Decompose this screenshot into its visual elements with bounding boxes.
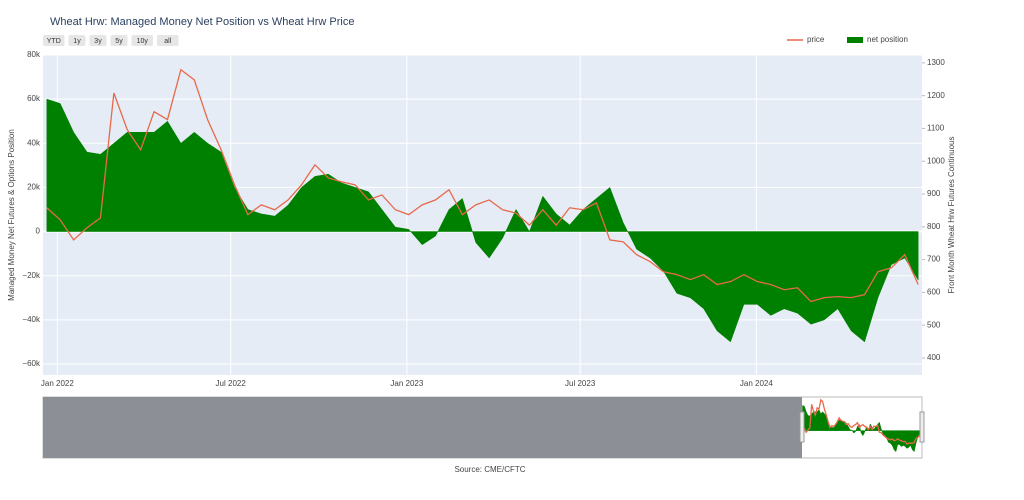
y2-tick-label: 700 <box>927 255 941 264</box>
y-tick-label: 80k <box>27 50 41 59</box>
chart-title: Wheat Hrw: Managed Money Net Position vs… <box>50 16 354 28</box>
slider-net-position-area <box>802 405 922 453</box>
y2-tick-label: 1300 <box>927 58 945 67</box>
button-bg[interactable] <box>89 35 107 46</box>
range-slider-mask <box>43 397 802 458</box>
range-button[interactable]: 1y <box>68 35 86 46</box>
source-note: Source: CME/CFTC <box>454 465 525 474</box>
range-button[interactable]: 5y <box>110 35 128 46</box>
x-tick-label: Jan 2022 <box>41 379 74 388</box>
range-button[interactable]: all <box>157 35 179 46</box>
button-label[interactable]: YTD <box>47 38 61 45</box>
y2-tick-label: 400 <box>927 353 941 362</box>
y2-tick-label: 900 <box>927 189 941 198</box>
button-bg[interactable] <box>131 35 154 46</box>
legend-swatch <box>847 37 863 43</box>
net-position-area <box>46 98 919 343</box>
y-tick-label: 40k <box>27 138 41 147</box>
legend-label: net position <box>867 35 908 44</box>
y2-axis-title: Front Month Wheat Hrw Futures Continuous <box>947 137 956 294</box>
range-button[interactable]: 10y <box>131 35 154 46</box>
legend-label: price <box>807 35 825 44</box>
y-tick-label: −60k <box>22 359 41 368</box>
x-tick-label: Jan 2024 <box>740 379 773 388</box>
button-bg[interactable] <box>157 35 179 46</box>
range-button[interactable]: 3y <box>89 35 107 46</box>
x-tick-label: Jan 2023 <box>390 379 423 388</box>
range-button[interactable]: YTD <box>43 35 65 46</box>
x-tick-label: Jul 2022 <box>216 379 247 388</box>
button-label[interactable]: all <box>164 38 171 45</box>
button-bg[interactable] <box>43 35 65 46</box>
y-tick-label: 0 <box>36 227 41 236</box>
button-label[interactable]: 5y <box>115 38 123 45</box>
range-handle[interactable] <box>799 411 805 443</box>
y2-tick-label: 600 <box>927 287 941 296</box>
button-bg[interactable] <box>110 35 128 46</box>
y2-tick-label: 1200 <box>927 91 945 100</box>
y2-tick-label: 500 <box>927 320 941 329</box>
button-label[interactable]: 10y <box>137 38 149 45</box>
button-bg[interactable] <box>68 35 86 46</box>
slider-price-line <box>802 398 923 445</box>
y-tick-label: 20k <box>27 183 41 192</box>
y2-tick-label: 1100 <box>927 124 945 133</box>
button-label[interactable]: 1y <box>73 38 81 45</box>
x-tick-label: Jul 2023 <box>565 379 596 388</box>
price-line <box>46 68 919 303</box>
y-tick-label: −20k <box>22 271 41 280</box>
button-label[interactable]: 3y <box>94 38 102 45</box>
range-handle[interactable] <box>919 411 925 443</box>
y-axis-title: Managed Money Net Futures & Options Posi… <box>7 129 16 301</box>
y2-tick-label: 800 <box>927 222 941 231</box>
y-tick-label: −40k <box>22 315 41 324</box>
y-tick-label: 60k <box>27 94 41 103</box>
y2-tick-label: 1000 <box>927 156 945 165</box>
